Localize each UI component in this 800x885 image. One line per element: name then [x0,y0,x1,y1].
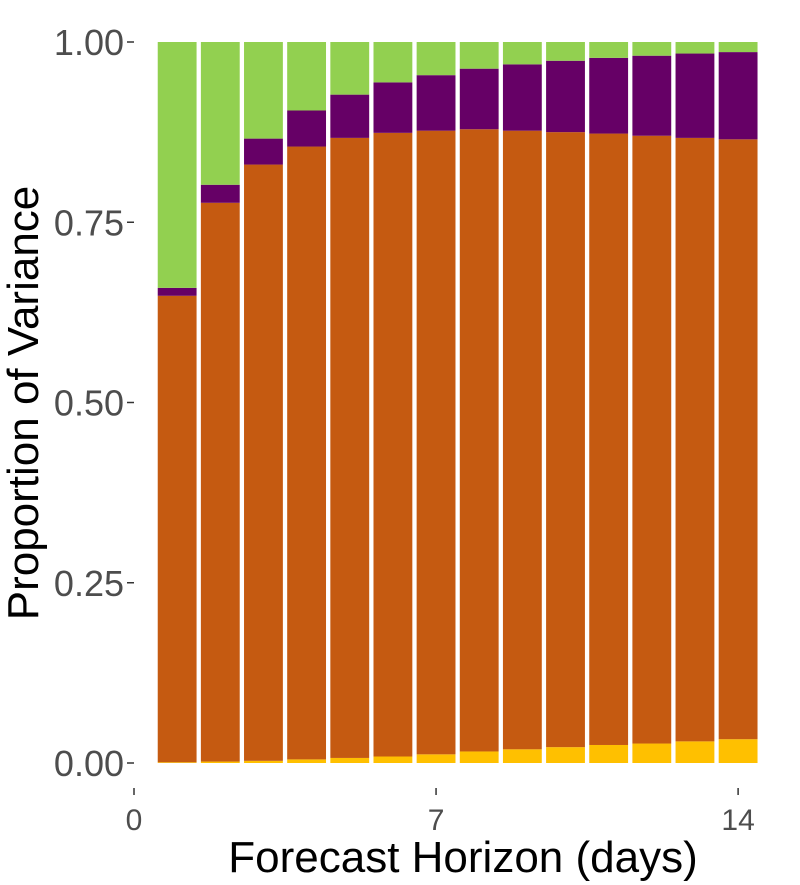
x-tick-label: 14 [721,804,754,837]
bar-segment-10-4 [546,42,585,61]
bar-segment-4-2 [287,146,327,760]
bar-segment-1-1 [157,762,197,763]
bar-segment-11-2 [589,133,629,745]
y-tick-label: 1.00 [54,22,124,63]
bar-segment-12-1 [632,743,672,763]
bar-segment-13-1 [675,741,715,763]
bar-segment-2-1 [200,761,240,763]
bar-segment-5-2 [330,137,370,758]
bar-segment-4-4 [287,42,327,111]
bar-segment-12-3 [632,55,672,136]
bar-segment-7-2 [416,130,456,755]
bar-segment-2-3 [200,184,240,203]
bar-segment-7-4 [416,42,456,76]
bar-segment-3-3 [244,138,283,165]
x-axis-title: Forecast Horizon (days) [228,833,697,882]
x-tick-label: 7 [428,804,445,837]
y-tick-label: 0.00 [54,743,124,784]
bar-segment-13-4 [675,42,715,54]
bar-segment-8-2 [459,129,499,752]
bar-segment-10-1 [546,747,585,763]
bar-segment-13-2 [675,137,715,742]
bar-segment-6-1 [373,756,413,763]
y-tick-label: 0.75 [54,202,124,243]
bar-segment-3-4 [244,42,283,139]
bar-segment-3-1 [244,760,283,763]
bar-segment-3-2 [244,164,283,761]
bar-segment-8-3 [459,68,499,130]
bar-segment-12-4 [632,42,672,56]
bar-segment-5-4 [330,42,370,95]
bar-segment-14-3 [718,52,758,140]
y-tick-label: 0.25 [54,563,124,604]
y-tick-label: 0.50 [54,383,124,424]
bar-segment-11-1 [589,744,629,763]
bar-segment-8-4 [459,42,499,69]
bar-segment-4-1 [287,759,327,763]
x-axis: 0 7 14 [126,788,755,837]
bar-segment-10-2 [546,132,585,748]
bar-segment-14-4 [718,42,758,53]
bar-segment-6-2 [373,132,413,757]
bar-segment-7-3 [416,75,456,131]
y-axis-title: Proportion of Variance [0,186,48,621]
bar-segment-12-2 [632,135,672,744]
bar-segment-1-2 [157,295,197,763]
bar-segment-13-3 [675,53,715,138]
bar-segment-11-3 [589,57,629,134]
bar-segment-11-4 [589,42,629,58]
bar-segment-6-4 [373,42,413,83]
bar-segment-14-1 [718,739,758,763]
bar-segment-2-2 [200,202,240,762]
bar-segment-9-2 [502,130,542,750]
bar-segment-6-3 [373,82,413,133]
bar-segment-10-3 [546,60,585,133]
bar-segment-5-3 [330,94,370,138]
bar-segment-4-3 [287,110,327,147]
bars-layer [157,42,758,763]
x-tick-label: 0 [126,804,143,837]
bar-segment-8-1 [459,751,499,763]
bar-segment-9-4 [502,42,542,65]
bar-segment-2-4 [200,42,240,185]
y-axis: 0.00 0.25 0.50 0.75 1.00 [54,22,134,784]
bar-segment-9-1 [502,749,542,763]
bar-segment-14-2 [718,139,758,740]
bar-segment-1-4 [157,42,197,288]
bar-segment-5-1 [330,757,370,763]
bar-segment-7-1 [416,754,456,763]
bar-segment-1-3 [157,287,197,296]
bar-segment-9-3 [502,64,542,131]
